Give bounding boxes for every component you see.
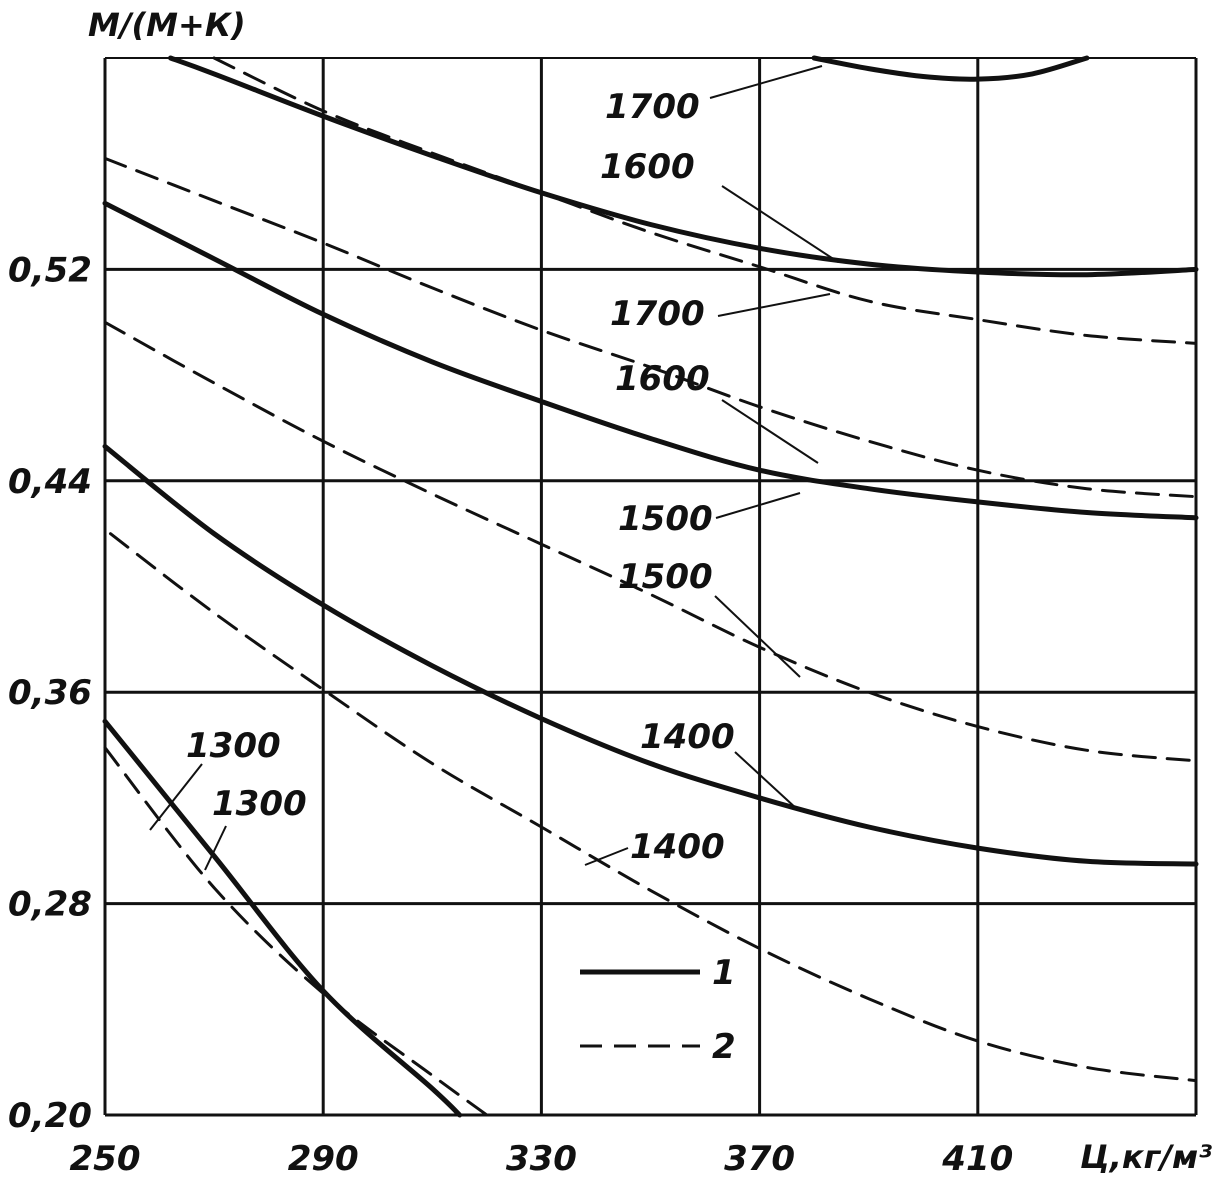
series-line-solid-1300 — [102, 718, 463, 1118]
curve-label: 1600 — [600, 147, 695, 187]
x-tick-label: 330 — [506, 1139, 577, 1179]
curve-labels: 1700 1600 1700 1600 1500 1500 1400 1400 1300 1300 — [186, 87, 735, 867]
series-line-dashed-1300 — [103, 746, 489, 1117]
x-tick-label: 250 — [70, 1139, 141, 1179]
x-tick-label: 410 — [941, 1139, 1013, 1179]
y-tick-label: 0,20 — [8, 1096, 92, 1136]
leader-line — [149, 763, 203, 831]
curve-label: 1700 — [605, 87, 700, 127]
legend-label-2: 2 — [712, 1027, 736, 1067]
y-tick-label: 0,28 — [8, 885, 92, 925]
y-tick-label: 0,36 — [8, 673, 92, 713]
series-line-solid-1400 — [102, 443, 1199, 867]
y-tick-label: 0,52 — [8, 250, 92, 290]
curve-label: 1500 — [618, 557, 713, 597]
series-line-dashed-1600 — [103, 156, 1198, 499]
curve-label: 1300 — [212, 784, 307, 824]
legend: 1 2 — [580, 953, 736, 1067]
leader-line — [734, 751, 799, 811]
x-axis-label: Ц,кг/м³ — [1080, 1138, 1212, 1176]
legend-label-1: 1 — [712, 953, 736, 993]
curve-label: 1300 — [186, 726, 281, 766]
grid — [103, 57, 1198, 1117]
y-axis-label: М/(М+К) — [88, 6, 246, 44]
leader-line — [204, 825, 227, 871]
series-line-solid-1700 — [811, 55, 1090, 82]
series-line-dashed-1400 — [109, 532, 1198, 1083]
tick-labels: 250 290 330 370 410 0,20 0,28 0,36 0,44 0,52 — [8, 250, 1013, 1179]
leader-line — [717, 293, 831, 317]
leader-line — [709, 65, 823, 99]
leader-line — [714, 595, 801, 678]
leader-line — [715, 492, 801, 519]
curve-label: 1600 — [615, 359, 710, 399]
series-line-solid-1600 — [168, 55, 1199, 278]
series-line-solid-1500 — [102, 200, 1199, 521]
curve-label: 1500 — [618, 499, 713, 539]
x-tick-label: 370 — [724, 1139, 795, 1179]
leader-line — [721, 399, 819, 464]
series-line-dashed-1500 — [103, 320, 1198, 763]
x-tick-label: 290 — [288, 1139, 359, 1179]
series-group — [102, 55, 1199, 1118]
leader-line — [721, 185, 839, 263]
leader-line — [584, 847, 629, 866]
series-line-dashed-1700 — [212, 56, 1198, 345]
y-tick-label: 0,44 — [8, 462, 92, 502]
curve-label: 1400 — [640, 717, 735, 757]
leader-lines — [149, 65, 839, 871]
curve-label: 1400 — [630, 827, 725, 867]
curve-label: 1700 — [610, 294, 705, 334]
